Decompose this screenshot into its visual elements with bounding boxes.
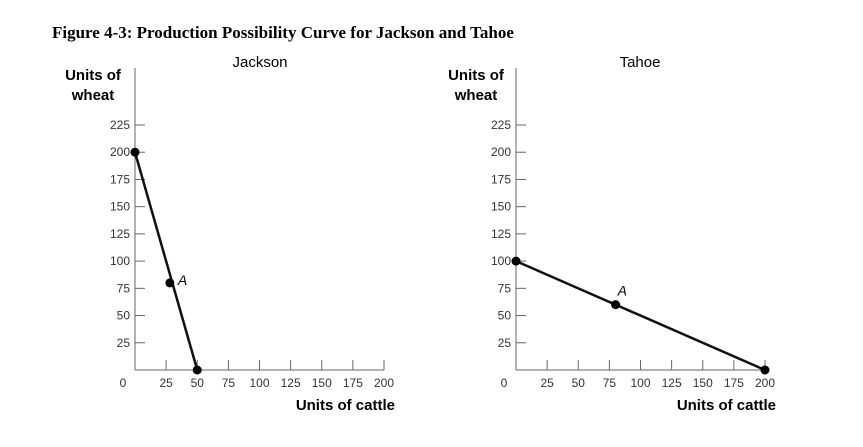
data-point <box>165 278 175 288</box>
x-tick-label: 75 <box>603 376 617 390</box>
x-tick-label: 100 <box>630 376 650 390</box>
y-tick-label: 225 <box>491 118 511 132</box>
y-tick-label: 150 <box>491 200 511 214</box>
x-tick-label: 25 <box>159 376 173 390</box>
y-tick-label: 200 <box>110 145 130 159</box>
y-tick-label: 150 <box>110 200 130 214</box>
y-tick-label: 50 <box>498 309 512 323</box>
y-tick-label: 100 <box>491 254 511 268</box>
figure-title: Figure 4-3: Production Possibility Curve… <box>52 23 514 42</box>
chart-title: Jackson <box>232 54 287 71</box>
x-tick-label: 0 <box>120 376 127 390</box>
jackson-chart: Jackson Units of wheat 25 50 75 100 125 150 175 20… <box>65 54 395 414</box>
y-axis-label: wheat <box>454 87 498 104</box>
y-tick-label: 125 <box>110 227 130 241</box>
x-tick-label: 50 <box>572 376 586 390</box>
y-tick-label: 200 <box>491 145 511 159</box>
x-tick-label: 200 <box>374 376 394 390</box>
x-tick-label: 125 <box>281 376 301 390</box>
x-tick-label: 125 <box>662 376 682 390</box>
data-point <box>192 365 202 375</box>
x-tick-label: 50 <box>191 376 205 390</box>
x-tick-label: 150 <box>693 376 713 390</box>
x-tick-label: 150 <box>312 376 332 390</box>
x-axis-label: Units of cattle <box>296 397 395 414</box>
y-tick-label: 25 <box>498 336 512 350</box>
y-tick-label: 175 <box>491 172 511 186</box>
data-point <box>130 147 140 157</box>
x-tick-label: 25 <box>540 376 554 390</box>
y-tick-label: 100 <box>110 254 130 268</box>
data-point <box>511 256 521 266</box>
y-tick-label: 25 <box>117 336 131 350</box>
x-tick-label: 175 <box>343 376 363 390</box>
x-tick-label: 200 <box>755 376 775 390</box>
x-tick-label: 75 <box>222 376 236 390</box>
y-tick-label: 175 <box>110 172 130 186</box>
y-tick-label: 75 <box>117 281 131 295</box>
x-tick-label: 0 <box>501 376 508 390</box>
ppc-line <box>133 151 199 371</box>
y-axis-label: Units of <box>65 67 122 84</box>
y-tick-label: 225 <box>110 118 130 132</box>
ppc-line <box>515 259 766 372</box>
chart-title: Tahoe <box>620 54 661 71</box>
x-tick-label: 100 <box>249 376 269 390</box>
y-axis-label: wheat <box>71 87 115 104</box>
x-axis-label: Units of cattle <box>677 397 776 414</box>
data-point <box>760 365 770 375</box>
x-tick-label: 175 <box>724 376 744 390</box>
point-annotation: A <box>617 283 627 299</box>
y-tick-label: 50 <box>117 309 131 323</box>
point-annotation: A <box>177 272 187 288</box>
y-axis-label: Units of <box>448 67 505 84</box>
tahoe-chart: Tahoe Units of wheat 25 50 75 100 125 150 175 200 2… <box>448 54 776 414</box>
data-point <box>611 300 621 310</box>
y-tick-label: 125 <box>491 227 511 241</box>
y-tick-label: 75 <box>498 281 512 295</box>
